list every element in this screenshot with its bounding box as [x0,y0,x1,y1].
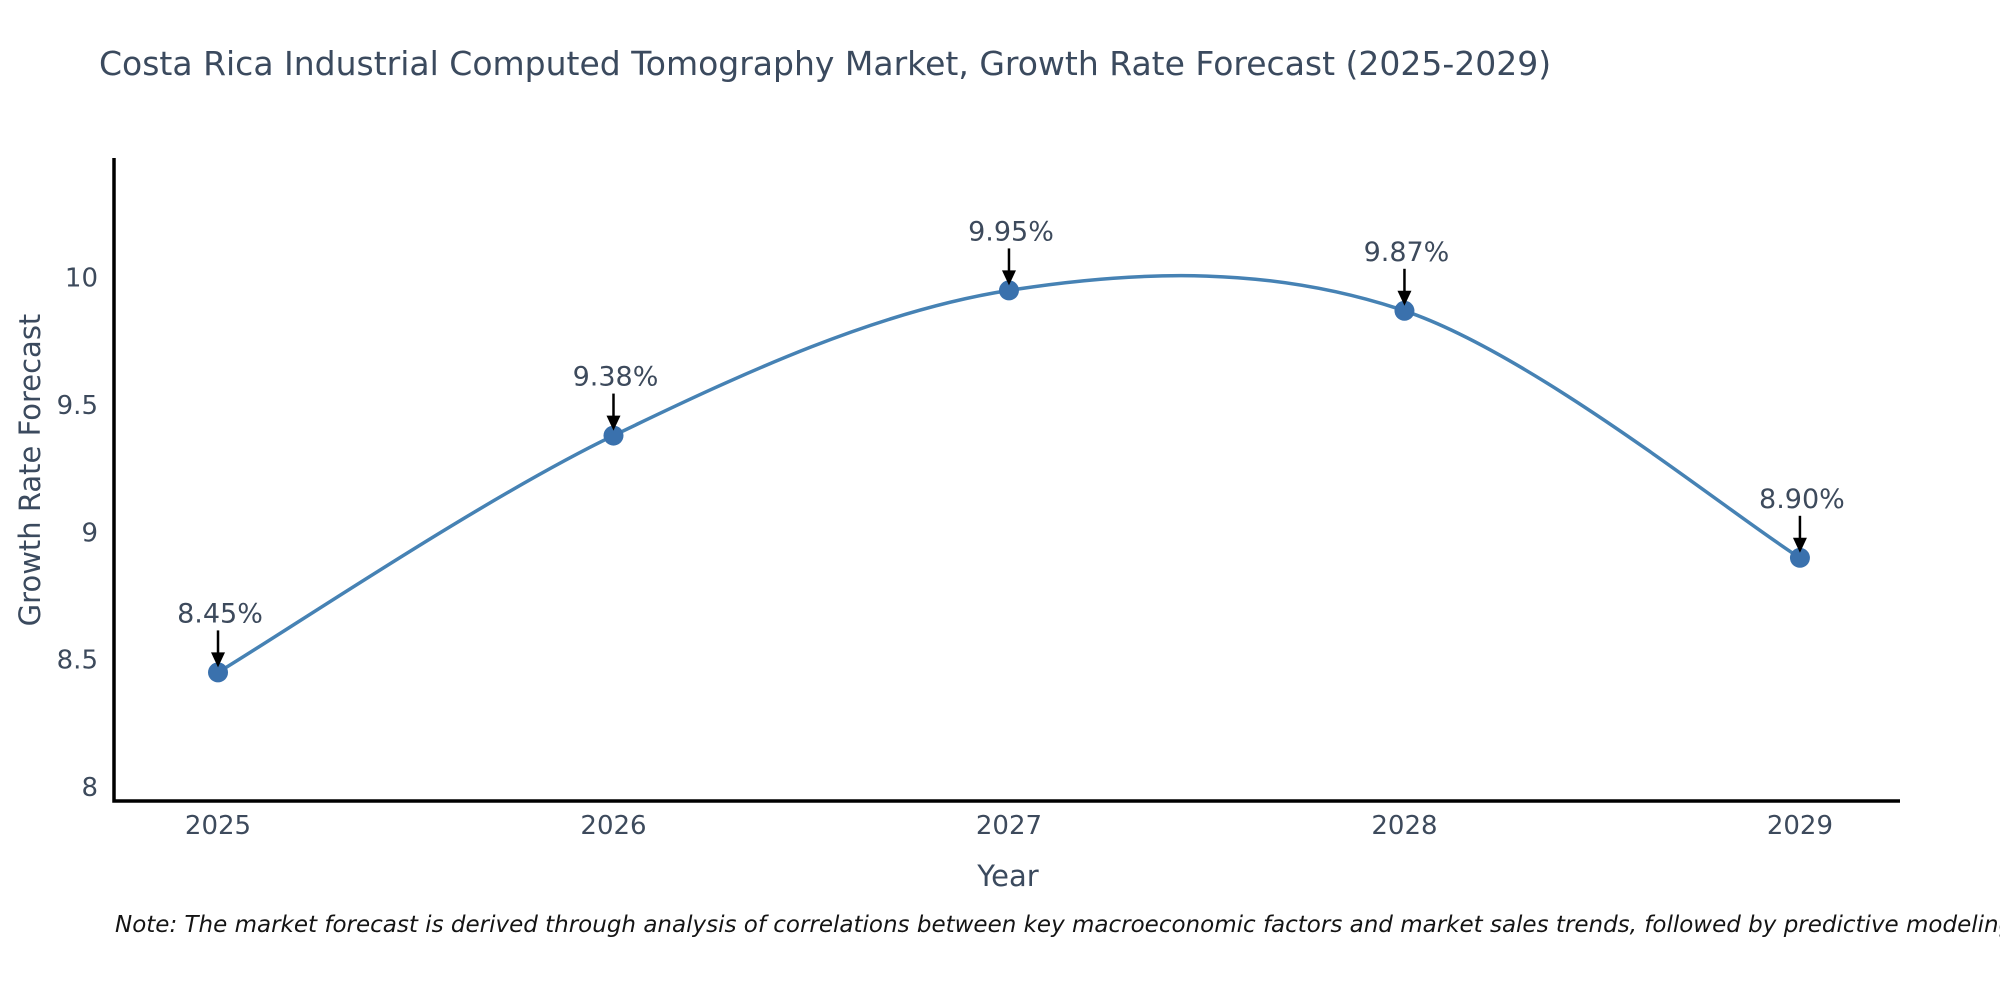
x-tick-label: 2028 [1371,811,1437,841]
annotation-arrow-head [1792,537,1807,553]
y-tick-label: 8.5 [57,646,98,676]
annotation-arrow-head [1397,290,1412,306]
x-tick-label: 2029 [1767,811,1833,841]
y-tick-label: 9 [81,518,98,548]
x-axis-title: Year [977,859,1039,893]
x-tick-label: 2027 [976,811,1042,841]
data-point-marker [998,280,1019,301]
data-point-marker [1394,300,1415,321]
axis-lines [112,158,1900,803]
data-point-marker [208,662,229,683]
annotation-arrow-head [1001,270,1016,286]
annotation-arrow-head [606,415,621,431]
data-point-label: 9.38% [573,362,659,393]
y-tick-label: 10 [65,264,98,294]
data-point-marker [1789,547,1810,568]
x-tick-label: 2026 [580,811,646,841]
annotation-arrow-head [211,652,226,668]
data-point-marker [603,425,624,446]
chart-title: Costa Rica Industrial Computed Tomograph… [99,44,1552,83]
data-point-label: 8.90% [1759,484,1845,515]
footnote: Note: The market forecast is derived thr… [115,912,2000,938]
data-point-label: 8.45% [177,598,263,629]
y-tick-label: 8 [81,773,98,803]
data-point-label: 9.87% [1364,237,1450,268]
y-tick-label: 9.5 [57,391,98,421]
trend-line [216,273,1802,675]
data-point-label: 9.95% [968,216,1054,247]
x-tick-label: 2025 [185,811,251,841]
